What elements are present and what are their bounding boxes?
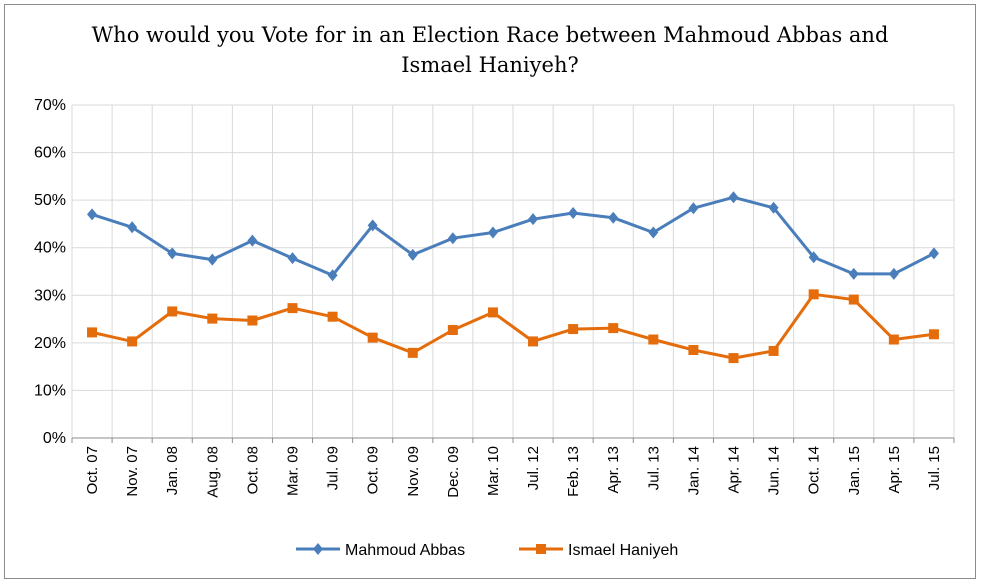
data-point xyxy=(688,344,699,355)
x-tick-label: Mar. 09 xyxy=(285,446,302,496)
data-point xyxy=(207,253,218,266)
data-point xyxy=(287,252,298,265)
legend-marker xyxy=(536,544,546,554)
data-point xyxy=(367,332,378,343)
data-point xyxy=(608,323,619,334)
x-tick-label: Dec. 09 xyxy=(445,446,462,498)
data-point xyxy=(728,191,739,204)
data-point xyxy=(327,311,338,322)
x-tick-label: Jun. 14 xyxy=(766,446,783,495)
y-tick-label: 30% xyxy=(34,287,66,304)
legend-label: Mahmoud Abbas xyxy=(345,542,465,559)
data-point xyxy=(568,206,579,219)
x-tick-label: Oct. 14 xyxy=(806,446,823,494)
x-tick-label: Jul. 09 xyxy=(325,446,342,490)
data-point xyxy=(407,248,418,261)
x-axis-ticks: Oct. 07 Nov. 07 Jan. 08 Aug. 08 Oct. 08 Mar. … xyxy=(84,446,943,498)
x-tick-label: Jul. 13 xyxy=(645,446,662,490)
x-tick-label: Jan. 15 xyxy=(846,446,863,495)
x-tick-label: Apr. 13 xyxy=(605,446,622,494)
x-tick-label: Jul. 15 xyxy=(926,446,943,490)
data-point xyxy=(487,307,498,318)
x-tick-label: Oct. 07 xyxy=(84,446,101,494)
y-tick-label: 60% xyxy=(34,145,66,162)
legend-label: Ismael Haniyeh xyxy=(568,542,678,559)
data-point xyxy=(447,232,458,245)
x-tick-label: Mar. 10 xyxy=(485,446,502,496)
data-point xyxy=(888,334,899,345)
data-point xyxy=(167,247,178,260)
data-point xyxy=(928,247,939,260)
y-tick-label: 20% xyxy=(34,335,66,352)
x-tick-label: Aug. 08 xyxy=(204,446,221,498)
y-tick-label: 40% xyxy=(34,240,66,257)
data-point xyxy=(367,219,378,232)
x-tick-label: Oct. 08 xyxy=(244,446,261,494)
data-point xyxy=(528,336,539,347)
data-point xyxy=(87,327,98,338)
y-tick-label: 0% xyxy=(43,430,66,447)
x-tick-label: Apr. 15 xyxy=(886,446,903,494)
series-line xyxy=(90,195,936,277)
data-point xyxy=(928,329,939,340)
data-point xyxy=(287,303,298,314)
x-tick-label: Nov. 09 xyxy=(405,446,422,497)
data-point xyxy=(407,347,418,358)
data-point xyxy=(568,324,579,335)
legend: Mahmoud Abbas Ismael Haniyeh xyxy=(296,542,678,559)
gridlines xyxy=(71,104,955,443)
data-point xyxy=(247,234,258,247)
data-point xyxy=(528,213,539,226)
y-axis-ticks: 0% 10% 20% 30% 40% 50% 60% 70% xyxy=(34,97,66,447)
y-tick-label: 70% xyxy=(34,97,66,114)
data-point xyxy=(247,315,258,326)
series-group xyxy=(87,191,939,364)
data-point xyxy=(327,269,338,282)
x-tick-label: Jul. 12 xyxy=(525,446,542,490)
y-tick-label: 10% xyxy=(34,382,66,399)
data-point xyxy=(808,289,819,300)
data-point xyxy=(87,208,98,221)
data-point xyxy=(447,325,458,336)
data-point xyxy=(768,345,779,356)
data-point xyxy=(167,306,178,317)
data-point xyxy=(848,267,859,280)
data-point xyxy=(728,353,739,364)
data-point xyxy=(888,267,899,280)
chart-title: Who would you Vote for in an Election Ra… xyxy=(91,23,889,77)
x-tick-label: Oct. 09 xyxy=(365,446,382,494)
data-point xyxy=(768,201,779,214)
data-point xyxy=(688,202,699,215)
data-point xyxy=(207,313,218,324)
data-point xyxy=(648,226,659,239)
x-tick-label: Jan. 08 xyxy=(164,446,181,495)
x-tick-label: Nov. 07 xyxy=(124,446,141,497)
data-point xyxy=(848,294,859,305)
data-point xyxy=(487,226,498,239)
series-line xyxy=(90,292,936,360)
data-point xyxy=(608,211,619,224)
data-point xyxy=(127,221,138,234)
x-tick-label: Apr. 14 xyxy=(726,446,743,494)
x-tick-label: Jan. 14 xyxy=(685,446,702,495)
data-point xyxy=(648,334,659,345)
y-tick-label: 50% xyxy=(34,192,66,209)
data-point xyxy=(127,336,138,347)
x-tick-label: Feb. 13 xyxy=(565,446,582,497)
data-point xyxy=(808,251,819,264)
legend-marker xyxy=(313,543,323,555)
